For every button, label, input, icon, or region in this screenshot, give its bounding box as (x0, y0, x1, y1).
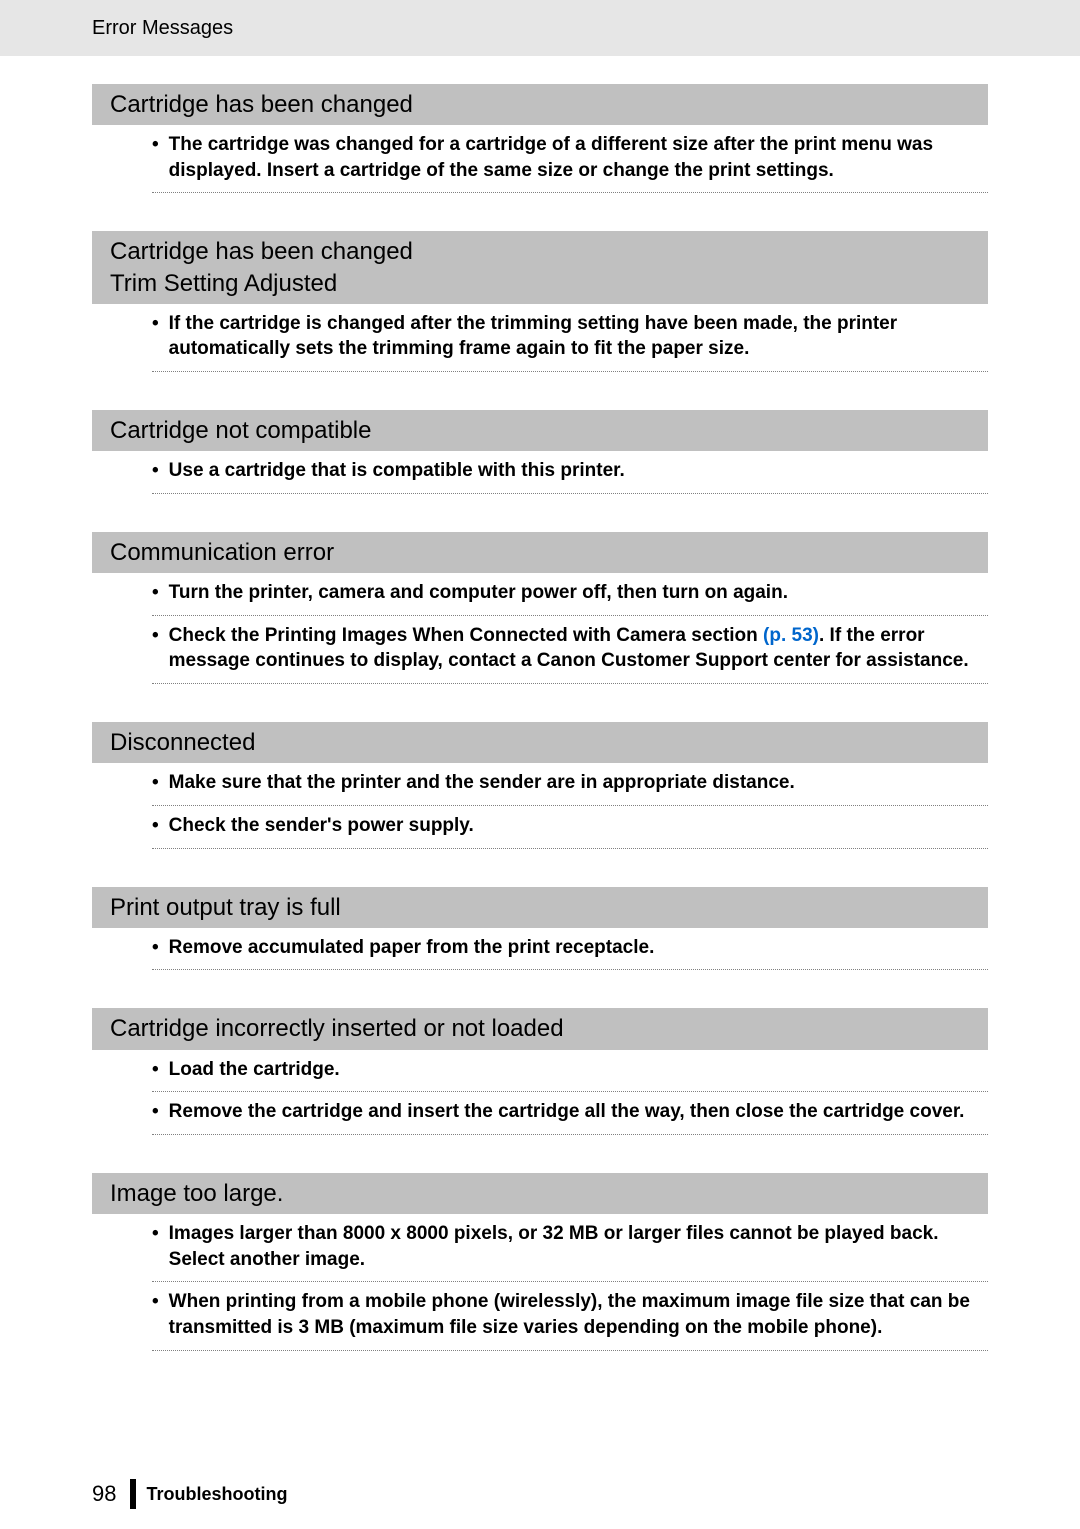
footer-bar-icon (130, 1479, 136, 1509)
bullet-icon: • (152, 311, 159, 337)
bullet-text-before: Load the cartridge. (169, 1059, 340, 1080)
bullet-list: • Remove accumulated paper from the prin… (92, 928, 988, 971)
bullet-text: Use a cartridge that is compatible with … (169, 458, 625, 484)
list-item: • The cartridge was changed for a cartri… (152, 125, 988, 193)
bullet-text-before: Remove the cartridge and insert the cart… (169, 1101, 965, 1122)
list-item: • Check the sender's power supply. (152, 806, 988, 849)
bullet-icon: • (152, 813, 159, 839)
section-heading: Cartridge has been changed (92, 84, 988, 125)
section-heading: Print output tray is full (92, 887, 988, 928)
bullet-text-before: Remove accumulated paper from the print … (169, 937, 655, 958)
section-heading: Image too large. (92, 1173, 988, 1214)
bullet-icon: • (152, 132, 159, 158)
list-item: • Check the Printing Images When Connect… (152, 616, 988, 684)
error-section: Print output tray is full • Remove accum… (92, 887, 988, 971)
list-item: • If the cartridge is changed after the … (152, 304, 988, 372)
page-number: 98 (92, 1481, 116, 1507)
bullet-text: Images larger than 8000 x 8000 pixels, o… (169, 1221, 988, 1272)
bullet-text-before: Make sure that the printer and the sende… (169, 772, 795, 793)
heading-line1: Cartridge incorrectly inserted or not lo… (110, 1015, 564, 1042)
list-item: • Use a cartridge that is compatible wit… (152, 451, 988, 494)
bullet-icon: • (152, 1099, 159, 1125)
list-item: • Remove accumulated paper from the prin… (152, 928, 988, 971)
bullet-text: Remove accumulated paper from the print … (169, 935, 655, 961)
bullet-icon: • (152, 623, 159, 649)
section-heading: Cartridge incorrectly inserted or not lo… (92, 1008, 988, 1049)
bullet-list: • Make sure that the printer and the sen… (92, 763, 988, 848)
section-heading: Disconnected (92, 722, 988, 763)
bullet-icon: • (152, 770, 159, 796)
error-section: Cartridge has been changed • The cartrid… (92, 84, 988, 193)
bullet-text: Remove the cartridge and insert the cart… (169, 1099, 965, 1125)
list-item: • Make sure that the printer and the sen… (152, 763, 988, 806)
heading-line1: Communication error (110, 539, 334, 566)
error-section: Disconnected • Make sure that the printe… (92, 722, 988, 848)
content: Cartridge has been changed • The cartrid… (0, 56, 1080, 1351)
bullet-icon: • (152, 1221, 159, 1247)
page: Error Messages Cartridge has been change… (0, 0, 1080, 1529)
list-item: • Load the cartridge. (152, 1050, 988, 1093)
bullet-icon: • (152, 580, 159, 606)
bullet-list: • Use a cartridge that is compatible wit… (92, 451, 988, 494)
error-section: Communication error • Turn the printer, … (92, 532, 988, 684)
header-bar: Error Messages (0, 0, 1080, 56)
heading-line1: Cartridge has been changed (110, 238, 413, 265)
bullet-text-before: Check the Printing Images When Connected… (169, 625, 763, 646)
bullet-text: Turn the printer, camera and computer po… (169, 580, 788, 606)
heading-line1: Disconnected (110, 729, 255, 756)
bullet-text-before: Images larger than 8000 x 8000 pixels, o… (169, 1223, 939, 1270)
bullet-text-before: If the cartridge is changed after the tr… (169, 313, 898, 360)
bullet-text-before: Use a cartridge that is compatible with … (169, 460, 625, 481)
bullet-text: When printing from a mobile phone (wirel… (169, 1289, 988, 1340)
bullet-list: • Load the cartridge. • Remove the cartr… (92, 1050, 988, 1135)
bullet-icon: • (152, 458, 159, 484)
page-ref-link[interactable]: (p. 53) (763, 625, 819, 646)
bullet-icon: • (152, 1057, 159, 1083)
bullet-text: If the cartridge is changed after the tr… (169, 311, 988, 362)
bullet-icon: • (152, 1289, 159, 1315)
bullet-text-before: The cartridge was changed for a cartridg… (169, 134, 933, 181)
list-item: • When printing from a mobile phone (wir… (152, 1282, 988, 1350)
heading-line1: Print output tray is full (110, 894, 341, 921)
bullet-list: • Images larger than 8000 x 8000 pixels,… (92, 1214, 988, 1351)
bullet-text: Check the sender's power supply. (169, 813, 474, 839)
list-item: • Remove the cartridge and insert the ca… (152, 1092, 988, 1135)
error-section: Cartridge not compatible • Use a cartrid… (92, 410, 988, 494)
error-section: Image too large. • Images larger than 80… (92, 1173, 988, 1351)
bullet-text: Load the cartridge. (169, 1057, 340, 1083)
bullet-text-before: Check the sender's power supply. (169, 815, 474, 836)
bullet-text-before: When printing from a mobile phone (wirel… (169, 1291, 970, 1338)
bullet-text-before: Turn the printer, camera and computer po… (169, 582, 788, 603)
heading-line2: Trim Setting Adjusted (110, 268, 970, 299)
list-item: • Turn the printer, camera and computer … (152, 573, 988, 616)
error-section: Cartridge incorrectly inserted or not lo… (92, 1008, 988, 1134)
footer: 98 Troubleshooting (0, 1479, 1080, 1509)
footer-label: Troubleshooting (146, 1484, 287, 1505)
section-heading: Cartridge not compatible (92, 410, 988, 451)
bullet-text: Check the Printing Images When Connected… (169, 623, 988, 674)
header-title: Error Messages (92, 17, 233, 40)
heading-line1: Cartridge has been changed (110, 91, 413, 118)
bullet-list: • The cartridge was changed for a cartri… (92, 125, 988, 193)
heading-line1: Cartridge not compatible (110, 417, 371, 444)
bullet-text: Make sure that the printer and the sende… (169, 770, 795, 796)
error-section: Cartridge has been changed Trim Setting … (92, 231, 988, 372)
bullet-list: • If the cartridge is changed after the … (92, 304, 988, 372)
heading-line1: Image too large. (110, 1180, 283, 1207)
bullet-list: • Turn the printer, camera and computer … (92, 573, 988, 684)
section-heading: Communication error (92, 532, 988, 573)
list-item: • Images larger than 8000 x 8000 pixels,… (152, 1214, 988, 1282)
bullet-icon: • (152, 935, 159, 961)
bullet-text: The cartridge was changed for a cartridg… (169, 132, 988, 183)
section-heading: Cartridge has been changed Trim Setting … (92, 231, 988, 303)
